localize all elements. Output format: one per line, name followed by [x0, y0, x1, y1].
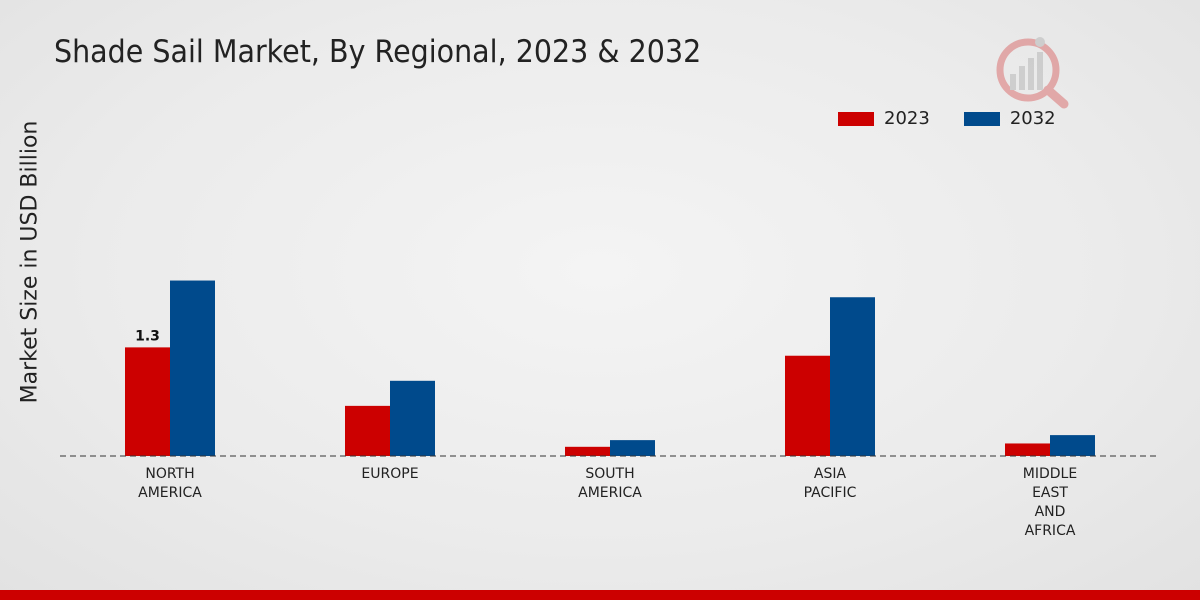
x-tick-label-4-3: AFRICA [1025, 523, 1076, 539]
x-tick-label-4-2: AND [1035, 504, 1066, 520]
x-tick-label-2-1: AMERICA [578, 485, 642, 501]
chart-title: Shade Sail Market, By Regional, 2023 & 2… [54, 34, 702, 70]
x-tick-label-4-0: MIDDLE [1023, 466, 1077, 482]
legend-swatch-2032 [963, 111, 1000, 126]
legend-item-2032: 2032 [963, 108, 1056, 129]
bar-2032-0 [170, 280, 215, 456]
x-tick-label-0-0: NORTH [145, 466, 194, 482]
x-tick-label-4-1: EAST [1032, 485, 1068, 501]
legend-label-2023: 2023 [884, 108, 930, 129]
bar-2032-4 [1050, 435, 1095, 456]
x-tick-label-3-0: ASIA [814, 466, 847, 482]
bar-2032-2 [610, 440, 655, 456]
legend-label-2032: 2032 [1009, 108, 1056, 129]
bar-2023-1 [345, 405, 390, 456]
x-tick-label-3-1: PACIFIC [804, 485, 857, 501]
legend: 2023 2032 [838, 108, 1090, 129]
x-tick-label-2-0: SOUTH [585, 466, 634, 482]
bottom-accent-bar [0, 590, 1200, 600]
bar-2023-4 [1005, 443, 1050, 456]
legend-item-2023: 2023 [838, 108, 930, 129]
bar-2023-2 [565, 446, 610, 456]
bar-2023-0 [125, 347, 170, 456]
x-tick-label-0-1: AMERICA [138, 485, 202, 501]
bar-2023-3 [785, 355, 830, 456]
data-label-2023-0: 1.3 [135, 328, 160, 344]
x-tick-label-1-0: EUROPE [361, 466, 418, 482]
bar-2032-1 [390, 380, 435, 456]
bar-2032-3 [830, 297, 875, 456]
brand-logo-icon [994, 30, 1074, 114]
legend-swatch-2023 [838, 111, 874, 126]
